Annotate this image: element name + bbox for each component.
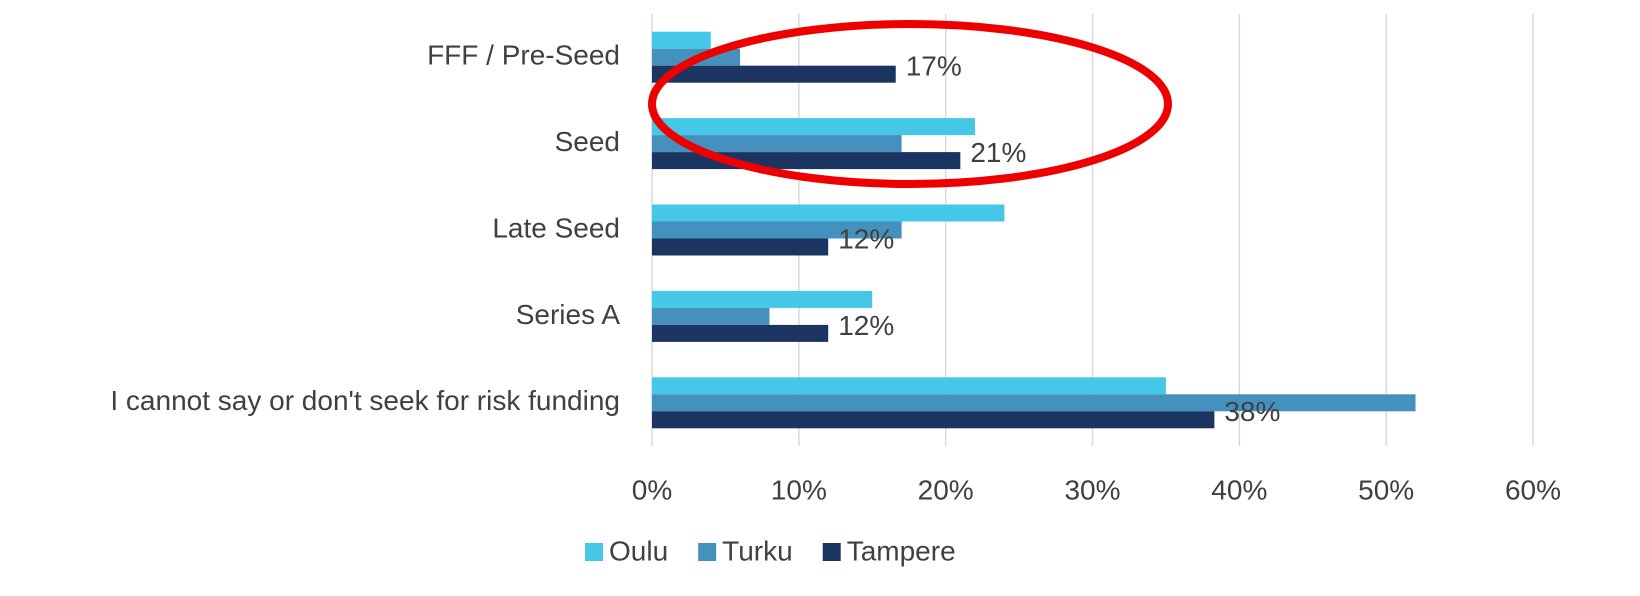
bar — [652, 152, 961, 170]
bar — [652, 238, 829, 256]
y-tick-label: Seed — [555, 126, 620, 157]
legend-label: Turku — [722, 535, 793, 566]
bar — [652, 135, 902, 153]
highlight-ellipse — [648, 20, 1172, 188]
bar — [652, 394, 1416, 412]
data-label: 12% — [838, 310, 894, 341]
data-label: 21% — [970, 137, 1026, 168]
x-tick-label: 10% — [771, 474, 827, 505]
bar — [652, 377, 1166, 395]
bar — [652, 411, 1215, 429]
y-tick-label: FFF / Pre-Seed — [427, 40, 620, 71]
legend-label: Oulu — [609, 535, 668, 566]
data-label: 12% — [838, 223, 894, 254]
bar — [652, 324, 829, 342]
x-tick-label: 30% — [1064, 474, 1120, 505]
x-tick-label: 40% — [1211, 474, 1267, 505]
bar — [652, 118, 976, 136]
bar — [652, 31, 711, 49]
x-tick-label: 60% — [1505, 474, 1561, 505]
data-label: 38% — [1224, 396, 1280, 427]
bar — [652, 307, 770, 325]
data-label: 17% — [906, 51, 962, 82]
legend-label: Tampere — [847, 535, 956, 566]
x-tick-label: 0% — [632, 474, 672, 505]
y-tick-label: I cannot say or don't seek for risk fund… — [110, 385, 620, 416]
legend-swatch — [822, 543, 841, 561]
bar — [652, 204, 1005, 222]
bar — [652, 65, 896, 83]
bar — [652, 290, 873, 308]
y-tick-label: Late Seed — [492, 212, 620, 243]
y-tick-label: Series A — [516, 299, 621, 330]
x-tick-label: 50% — [1358, 474, 1414, 505]
bar — [652, 221, 902, 239]
x-tick-label: 20% — [918, 474, 974, 505]
legend-swatch — [698, 543, 717, 561]
legend-swatch — [585, 543, 603, 561]
